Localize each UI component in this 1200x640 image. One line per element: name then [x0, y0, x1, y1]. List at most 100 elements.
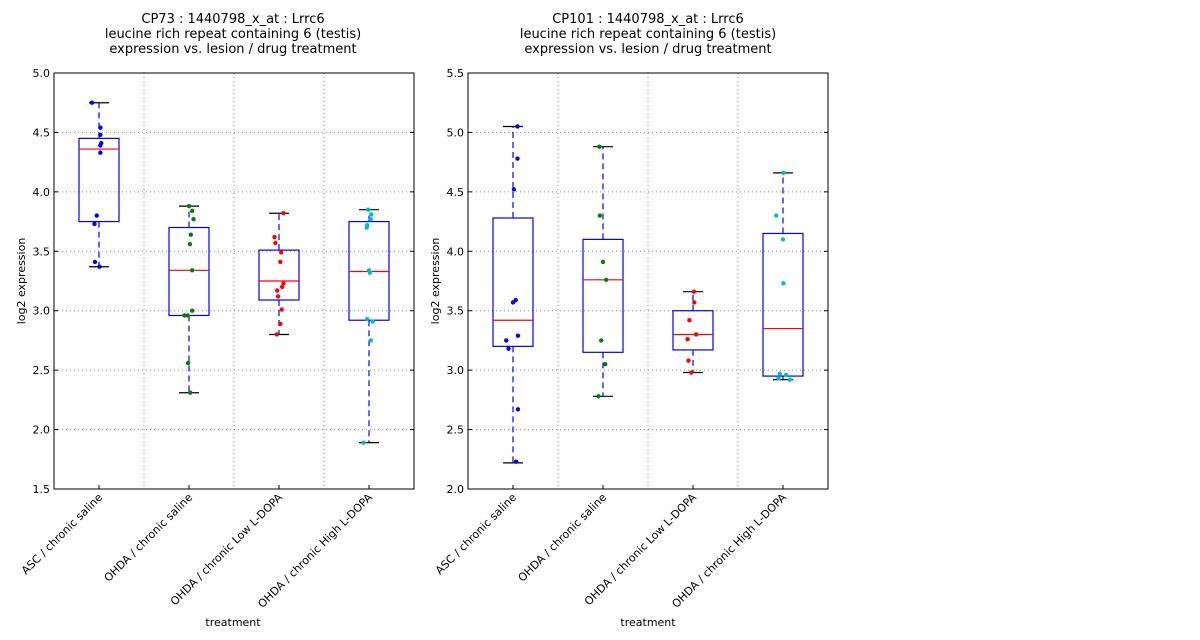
y-axis-label: log2 expression	[429, 238, 442, 325]
data-point	[368, 216, 373, 222]
axes-frame	[53, 72, 415, 490]
y-tick-label: 2.5	[447, 424, 465, 437]
data-point	[98, 132, 103, 138]
box-group-2	[582, 144, 624, 399]
data-point	[515, 407, 521, 412]
data-point	[515, 156, 520, 161]
data-point	[281, 281, 286, 286]
data-point	[185, 313, 190, 318]
y-tick-label: 3.5	[33, 245, 51, 258]
data-point	[776, 376, 781, 381]
box-group-4	[762, 170, 804, 382]
data-point	[188, 232, 193, 237]
data-point	[787, 377, 792, 382]
data-point	[272, 234, 277, 240]
data-point	[692, 300, 697, 305]
data-point	[597, 144, 602, 149]
box-group-3	[672, 289, 714, 375]
y-tick-label: 2.5	[33, 364, 51, 377]
data-point	[685, 337, 690, 342]
box-group-4	[348, 207, 390, 445]
data-point	[182, 313, 187, 318]
data-point	[185, 360, 191, 366]
data-point	[191, 216, 196, 222]
box-group-1	[78, 100, 120, 269]
data-point	[370, 319, 375, 324]
data-point	[365, 207, 371, 212]
data-point	[689, 370, 694, 375]
data-point	[597, 213, 603, 218]
data-point	[504, 338, 509, 343]
box-iqr	[762, 232, 804, 377]
data-point	[693, 332, 699, 337]
x-tick-label: OHDA / chronic saline	[516, 491, 610, 585]
data-point	[691, 289, 697, 294]
data-point	[186, 203, 192, 209]
data-point	[687, 318, 692, 323]
data-point	[783, 372, 789, 378]
y-tick-label: 4.5	[33, 126, 51, 139]
data-point	[365, 316, 370, 322]
box-iqr	[672, 310, 714, 351]
data-point	[98, 125, 103, 130]
data-point	[273, 240, 278, 246]
data-point	[189, 308, 195, 313]
data-point	[92, 259, 98, 265]
y-axis-label: log2 expression	[15, 238, 28, 325]
y-tick-label: 3.0	[447, 364, 465, 377]
data-point	[513, 459, 519, 464]
box-group-2	[168, 203, 210, 395]
data-point	[781, 281, 786, 286]
data-point	[94, 213, 99, 218]
y-tick-label: 2.0	[33, 424, 51, 437]
data-point	[781, 170, 786, 176]
axes-frame	[467, 72, 829, 490]
data-point	[278, 259, 283, 265]
x-tick-label: ASC / chronic saline	[19, 491, 105, 577]
y-tick-label: 5.0	[447, 126, 465, 139]
data-point	[599, 338, 604, 343]
data-point	[603, 277, 609, 283]
data-point	[279, 284, 285, 290]
data-point	[275, 294, 281, 299]
chart-title-line: CP101 : 1440798_x_at : Lrrc6	[552, 12, 744, 27]
data-point	[506, 346, 511, 351]
x-axis-label: treatment	[205, 616, 261, 629]
data-point	[275, 288, 280, 293]
data-point	[777, 371, 783, 376]
chart-title-line: expression vs. lesion / drug treatment	[524, 42, 771, 57]
data-point	[511, 187, 517, 192]
data-point	[89, 100, 95, 105]
y-tick-label: 4.5	[447, 186, 465, 199]
y-tick-label: 3.5	[447, 305, 465, 318]
chart-title-line: expression vs. lesion / drug treatment	[109, 42, 356, 57]
data-point	[281, 211, 286, 216]
data-point	[686, 358, 691, 363]
data-point	[774, 213, 779, 218]
y-tick-label: 4.0	[447, 245, 465, 258]
data-point	[274, 332, 279, 337]
box-iqr	[258, 249, 300, 301]
data-point	[603, 362, 608, 367]
box-group-3	[258, 211, 300, 337]
box-iqr	[78, 137, 120, 223]
x-tick-label: ASC / chronic saline	[433, 491, 519, 577]
data-point	[515, 333, 521, 338]
data-point	[279, 250, 284, 255]
data-point	[600, 259, 606, 265]
x-axis-label: treatment	[620, 616, 676, 629]
y-tick-label: 1.5	[33, 483, 51, 496]
data-point	[368, 338, 373, 343]
data-point	[364, 225, 369, 230]
data-point	[510, 300, 516, 305]
data-point	[278, 321, 283, 326]
data-point	[361, 440, 366, 445]
data-point	[515, 124, 520, 129]
data-point	[369, 212, 374, 217]
data-point	[187, 241, 193, 247]
chart-title-line: CP73 : 1440798_x_at : Lrrc6	[141, 12, 324, 27]
data-point	[189, 268, 195, 273]
